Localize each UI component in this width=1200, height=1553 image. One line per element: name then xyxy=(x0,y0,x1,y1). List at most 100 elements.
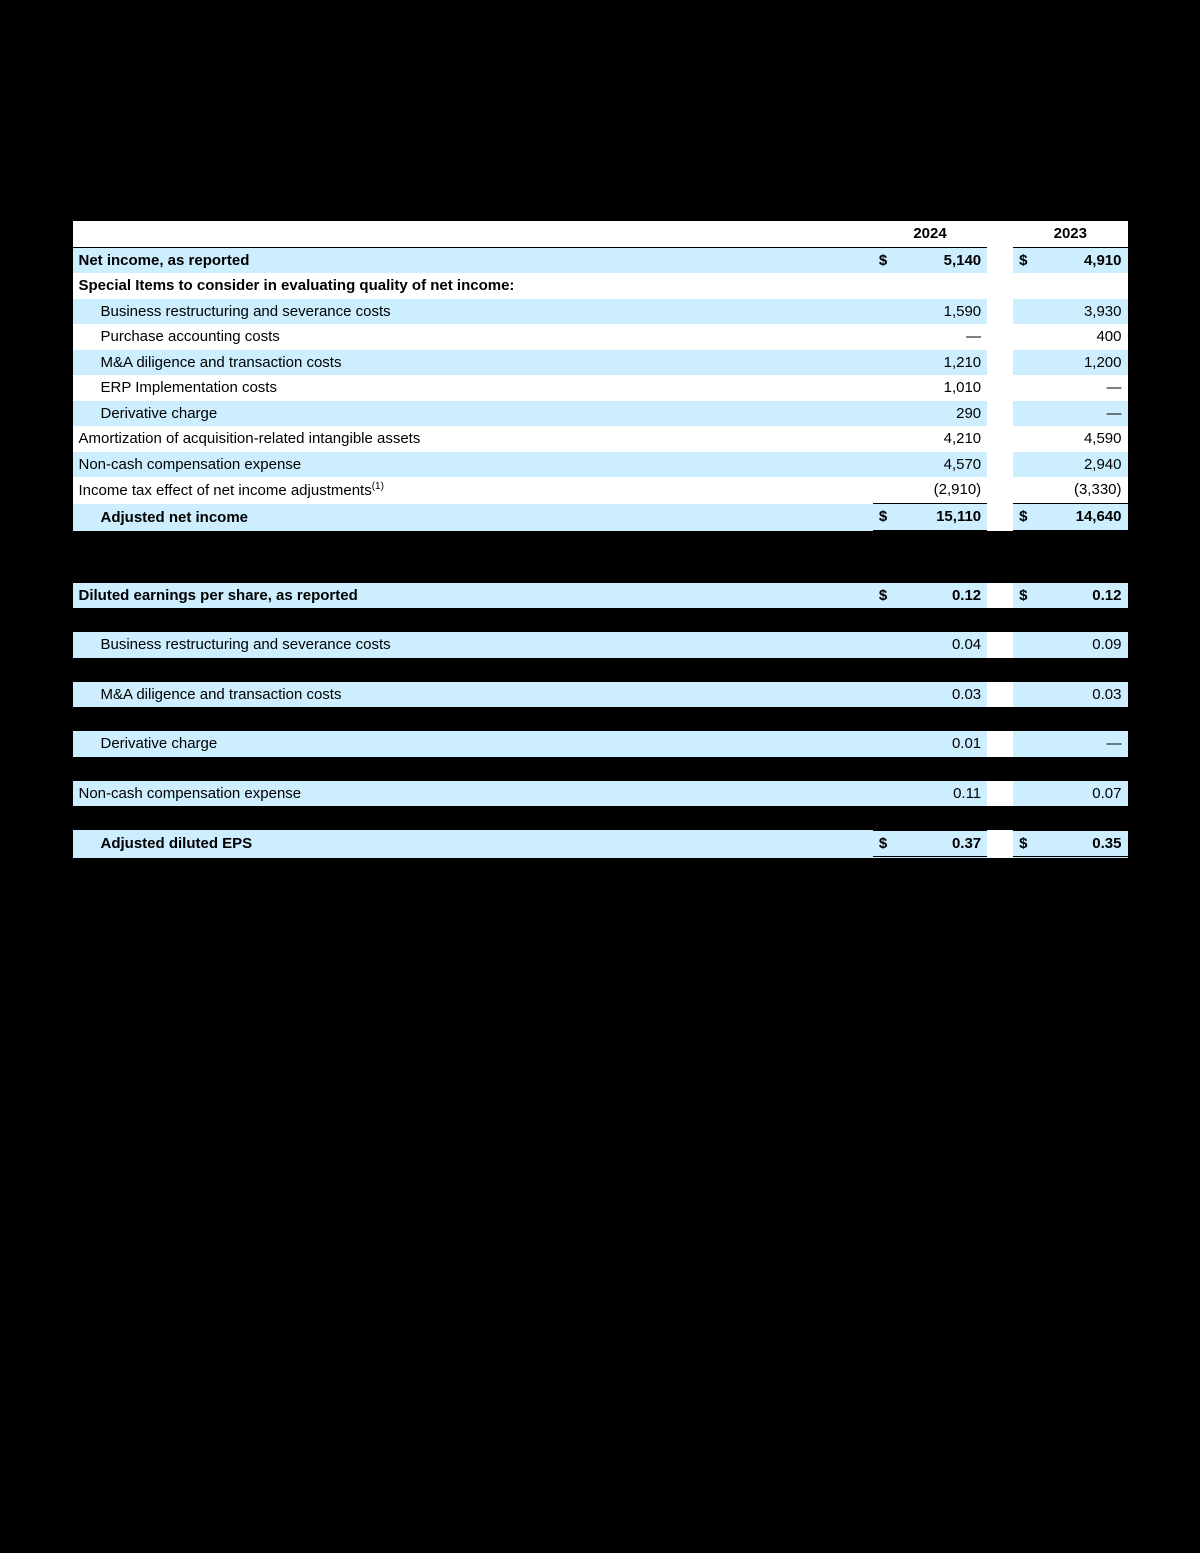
adjusted-net-income-table: 2024 2023 Net income, as reported$5,140$… xyxy=(73,220,1128,533)
currency-symbol xyxy=(873,452,906,478)
row-label: M&A diligence and transaction costs xyxy=(73,350,873,376)
currency-symbol xyxy=(873,632,906,658)
table-row xyxy=(73,658,1128,682)
value-2024: 0.37 xyxy=(906,830,987,858)
currency-symbol: $ xyxy=(873,830,906,858)
table-row: Amortization of acquisition-related inta… xyxy=(73,426,1128,452)
value-2024: 1,590 xyxy=(906,299,987,325)
table-row: Adjusted net income$15,110$14,640 xyxy=(73,504,1128,532)
value-2024: 0.04 xyxy=(906,632,987,658)
value-2023: 2,940 xyxy=(1046,452,1127,478)
currency-symbol: $ xyxy=(873,247,906,273)
currency-symbol: $ xyxy=(1013,583,1046,609)
value-2024: 15,110 xyxy=(906,504,987,532)
value-2024: 0.11 xyxy=(906,781,987,807)
currency-symbol xyxy=(873,426,906,452)
row-label: Income tax effect of net income adjustme… xyxy=(73,477,873,504)
row-label: ERP Implementation costs xyxy=(73,375,873,401)
table-row: Income tax effect of net income adjustme… xyxy=(73,477,1128,504)
adjusted-eps-table: Diluted earnings per share, as reported $… xyxy=(73,583,1128,860)
table-header-row: 2024 2023 xyxy=(73,221,1128,248)
row-label: Adjusted diluted EPS xyxy=(73,830,873,858)
table-row: Diluted earnings per share, as reported $… xyxy=(73,583,1128,609)
table-row: M&A diligence and transaction costs 1,210… xyxy=(73,350,1128,376)
currency-symbol xyxy=(873,401,906,427)
value-2023: 4,910 xyxy=(1046,247,1127,273)
currency-symbol: $ xyxy=(1013,247,1046,273)
row-label: Business restructuring and severance cos… xyxy=(73,299,873,325)
page: 2024 2023 Net income, as reported$5,140$… xyxy=(0,0,1200,1259)
currency-symbol: $ xyxy=(1013,830,1046,858)
table-row: Non-cash compensation expense 4,570 2,940 xyxy=(73,452,1128,478)
table-row: Business restructuring and severance cos… xyxy=(73,632,1128,658)
row-label: Special Items to consider in evaluating … xyxy=(73,273,873,299)
table-row: Special Items to consider in evaluating … xyxy=(73,273,1128,299)
col-header-2024: 2024 xyxy=(873,221,987,248)
currency-symbol xyxy=(873,299,906,325)
table-row: Non-cash compensation expense 0.11 0.07 xyxy=(73,781,1128,807)
value-2024: 4,210 xyxy=(906,426,987,452)
row-label: M&A diligence and transaction costs xyxy=(73,682,873,708)
currency-symbol xyxy=(1013,426,1046,452)
value-2024: 5,140 xyxy=(906,247,987,273)
currency-symbol xyxy=(1013,452,1046,478)
value-2023: 4,590 xyxy=(1046,426,1127,452)
col-header-2023: 2023 xyxy=(1013,221,1127,248)
currency-symbol xyxy=(1013,731,1046,757)
spacer xyxy=(73,533,1128,583)
value-2023: 0.35 xyxy=(1046,830,1127,858)
value-2024: 0.12 xyxy=(906,583,987,609)
value-2024: (2,910) xyxy=(906,477,987,504)
value-2023: — xyxy=(1046,731,1127,757)
currency-symbol xyxy=(1013,781,1046,807)
value-2023: 0.07 xyxy=(1046,781,1127,807)
value-2023: (3,330) xyxy=(1046,477,1127,504)
currency-symbol xyxy=(1013,682,1046,708)
currency-symbol xyxy=(1013,273,1046,299)
currency-symbol xyxy=(1013,401,1046,427)
table-row: M&A diligence and transaction costs 0.03 0… xyxy=(73,682,1128,708)
row-label: Non-cash compensation expense xyxy=(73,781,873,807)
table-row: Purchase accounting costs — 400 xyxy=(73,324,1128,350)
value-2024: 4,570 xyxy=(906,452,987,478)
value-2023: 400 xyxy=(1046,324,1127,350)
row-label: Diluted earnings per share, as reported xyxy=(73,583,873,609)
value-2024: 1,010 xyxy=(906,375,987,401)
row-label: Business restructuring and severance cos… xyxy=(73,632,873,658)
row-label: Non-cash compensation expense xyxy=(73,452,873,478)
table-row: Net income, as reported$5,140$4,910 xyxy=(73,247,1128,273)
table-row xyxy=(73,757,1128,781)
table-row: Business restructuring and severance cos… xyxy=(73,299,1128,325)
currency-symbol xyxy=(1013,299,1046,325)
value-2024: 1,210 xyxy=(906,350,987,376)
currency-symbol xyxy=(873,273,906,299)
table-row: ERP Implementation costs1,010— xyxy=(73,375,1128,401)
value-2023: 3,930 xyxy=(1046,299,1127,325)
value-2023: 0.09 xyxy=(1046,632,1127,658)
row-label: Derivative charge xyxy=(73,731,873,757)
currency-symbol xyxy=(1013,375,1046,401)
currency-symbol: $ xyxy=(1013,504,1046,532)
currency-symbol xyxy=(873,731,906,757)
value-2024: 0.03 xyxy=(906,682,987,708)
value-2024: — xyxy=(906,324,987,350)
value-2023 xyxy=(1046,273,1127,299)
table-row xyxy=(73,608,1128,632)
currency-symbol xyxy=(1013,350,1046,376)
value-2024: 0.01 xyxy=(906,731,987,757)
currency-symbol xyxy=(873,781,906,807)
value-2023: 1,200 xyxy=(1046,350,1127,376)
value-2023: 14,640 xyxy=(1046,504,1127,532)
table-row xyxy=(73,707,1128,731)
currency-symbol xyxy=(873,375,906,401)
currency-symbol: $ xyxy=(873,504,906,532)
currency-symbol xyxy=(1013,632,1046,658)
currency-symbol xyxy=(1013,324,1046,350)
row-label: Net income, as reported xyxy=(73,247,873,273)
row-label: Purchase accounting costs xyxy=(73,324,873,350)
value-2023: 0.03 xyxy=(1046,682,1127,708)
currency-symbol xyxy=(873,350,906,376)
table-row: Derivative charge 0.01 — xyxy=(73,731,1128,757)
currency-symbol xyxy=(1013,477,1046,504)
currency-symbol xyxy=(873,682,906,708)
